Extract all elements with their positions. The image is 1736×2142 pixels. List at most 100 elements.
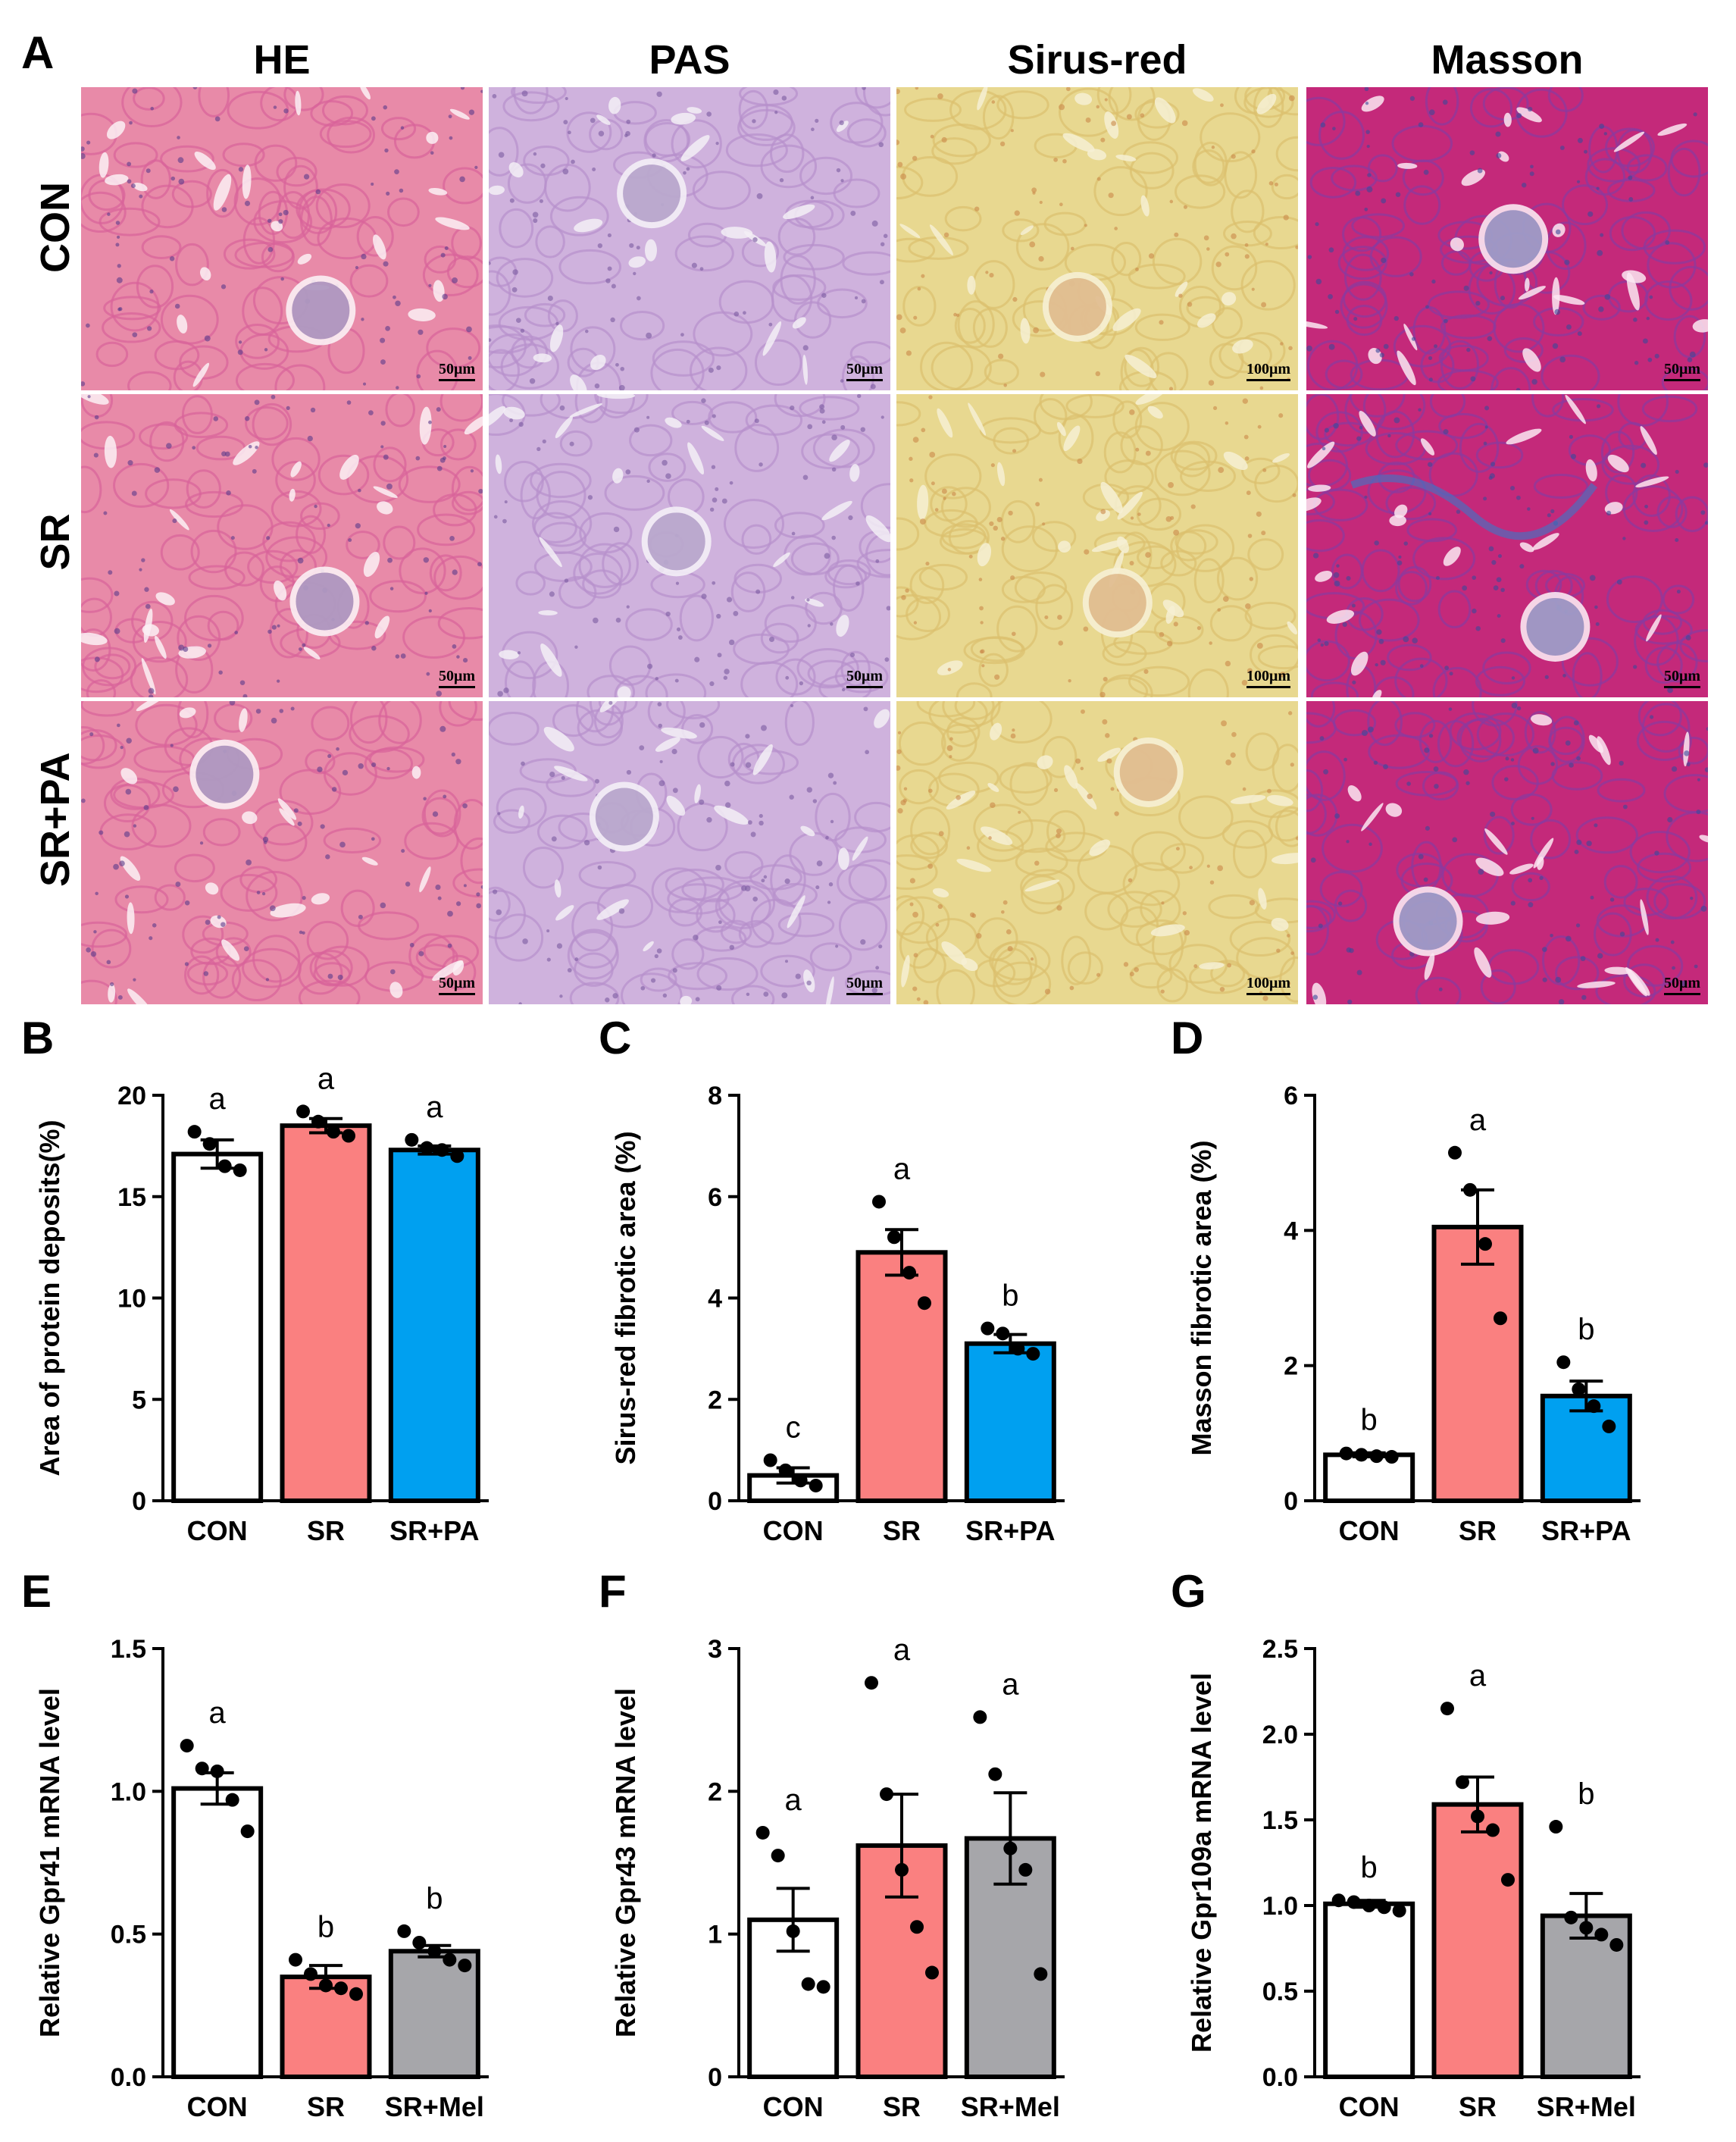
- data-point: [420, 1141, 434, 1155]
- data-point: [1392, 1903, 1406, 1918]
- data-point: [1594, 1927, 1609, 1942]
- scale-bar-label: 50μm: [439, 361, 475, 377]
- y-tick-label: 6: [708, 1183, 722, 1212]
- data-point: [763, 1453, 777, 1467]
- y-tick-label: 2: [708, 1386, 722, 1414]
- scale-bar: 50μm: [1664, 668, 1700, 688]
- micrograph-he-sr: 50μm: [81, 394, 483, 697]
- chart-svg: 0 2 4 6 Masson fibrotic area (%) b CON a SR b SR+P…: [1186, 1082, 1641, 1546]
- data-point: [319, 1978, 333, 1993]
- significance-letter: a: [785, 1783, 802, 1817]
- data-point: [1486, 1823, 1500, 1837]
- micrograph-masson-sr-pa: 50μm: [1306, 701, 1708, 1004]
- panel-label-b: B: [21, 1013, 55, 1063]
- category-label: SR+Mel: [1537, 2091, 1636, 2122]
- data-point: [349, 1987, 363, 2001]
- data-point: [996, 1326, 1010, 1341]
- data-point: [334, 1981, 348, 1996]
- column-header-pas: PAS: [649, 37, 730, 83]
- chart-e-gpr41: 0.0 0.5 1.0 1.5 Relative Gpr41 mRNA level a CO…: [23, 1614, 553, 2137]
- column-header-he: HE: [253, 37, 311, 83]
- data-point: [1471, 1809, 1484, 1824]
- significance-letter: b: [1578, 1313, 1594, 1346]
- data-point: [1003, 1841, 1018, 1855]
- data-point: [981, 1321, 995, 1336]
- significance-letter: b: [1578, 1777, 1594, 1811]
- micrograph-pas-sr-pa: 50μm: [489, 701, 890, 1004]
- panel-label-e: E: [21, 1566, 52, 1617]
- micrograph-pas-sr: 50μm: [489, 394, 890, 697]
- data-point: [865, 1676, 878, 1690]
- y-axis-label: Relative Gpr109a mRNA level: [1186, 1673, 1217, 2053]
- data-point: [1369, 1449, 1384, 1464]
- y-tick-label: 0.5: [1262, 1978, 1298, 2006]
- data-point: [1018, 1862, 1033, 1877]
- data-point: [925, 1965, 939, 1980]
- scale-bar: 50μm: [439, 361, 475, 381]
- data-point: [443, 1953, 457, 1967]
- y-tick-label: 5: [132, 1386, 146, 1414]
- data-point: [225, 1793, 239, 1807]
- data-point: [1026, 1347, 1040, 1361]
- data-point: [1354, 1448, 1368, 1462]
- data-point: [872, 1195, 886, 1209]
- y-tick-label: 10: [117, 1285, 146, 1314]
- data-point: [289, 1953, 302, 1967]
- scale-bar-label: 100μm: [1246, 668, 1290, 684]
- data-point: [1448, 1145, 1462, 1160]
- row-header-con: CON: [33, 182, 78, 273]
- scale-bar-line: [1664, 379, 1700, 381]
- data-point: [296, 1104, 310, 1119]
- scale-bar-label: 50μm: [846, 668, 883, 684]
- scale-bar-label: 50μm: [846, 975, 883, 991]
- data-point: [809, 1478, 823, 1492]
- data-point: [1347, 1895, 1361, 1909]
- data-point: [1463, 1182, 1477, 1197]
- data-point: [771, 1849, 785, 1863]
- bar-sr: [280, 1123, 372, 1503]
- scale-bar-label: 50μm: [1664, 668, 1700, 684]
- data-point: [988, 1767, 1003, 1781]
- row-header-sr: SR: [33, 513, 78, 571]
- scale-bar: 50μm: [439, 975, 475, 995]
- significance-letter: a: [209, 1082, 227, 1116]
- micrograph-he-sr-pa: 50μm: [81, 701, 483, 1004]
- y-tick-label: 1.0: [1262, 1892, 1298, 1921]
- scale-bar-line: [846, 993, 883, 995]
- chart-svg: 0 5 10 15 20 Area of protein deposits(%) a CON a…: [34, 1062, 489, 1546]
- data-point: [895, 1862, 909, 1877]
- bar-sr-pa: [964, 1341, 1056, 1503]
- significance-letter: b: [1361, 1404, 1378, 1437]
- data-point: [458, 1959, 472, 1973]
- category-label: SR: [883, 1515, 921, 1546]
- category-label: CON: [763, 1515, 824, 1546]
- data-point: [1564, 1910, 1578, 1924]
- chart-d-masson-fibrosis: 0 2 4 6 Masson fibrotic area (%) b CON a SR b SR+P…: [1175, 1061, 1705, 1561]
- scale-bar-line: [1664, 686, 1700, 688]
- significance-letter: a: [1002, 1668, 1019, 1701]
- column-header-sirus-red: Sirus-red: [1007, 37, 1187, 83]
- category-label: SR+PA: [389, 1515, 479, 1546]
- data-point: [233, 1163, 247, 1177]
- y-tick-label: 1.5: [111, 1635, 146, 1664]
- panel-label-c: C: [599, 1013, 632, 1063]
- scale-bar: 50μm: [846, 361, 883, 381]
- data-point: [918, 1296, 931, 1311]
- data-point: [793, 1473, 808, 1488]
- data-point: [217, 1159, 232, 1173]
- bar-sr-pa: [388, 1148, 480, 1503]
- category-label: CON: [187, 1515, 248, 1546]
- significance-letter: a: [1469, 1659, 1487, 1693]
- category-label: SR: [1459, 1515, 1497, 1546]
- bar-con: [171, 1151, 264, 1503]
- data-point: [1609, 1937, 1624, 1952]
- data-point: [816, 1980, 830, 1994]
- significance-letter: a: [317, 1062, 335, 1095]
- y-tick-label: 15: [117, 1183, 146, 1212]
- y-tick-label: 0.5: [111, 1921, 146, 1949]
- y-axis-label: Area of protein deposits(%): [34, 1120, 65, 1476]
- data-point: [1011, 1342, 1025, 1356]
- data-point: [187, 1125, 202, 1139]
- micrograph-sirus-red-sr: 100μm: [896, 394, 1298, 697]
- data-point: [450, 1149, 464, 1163]
